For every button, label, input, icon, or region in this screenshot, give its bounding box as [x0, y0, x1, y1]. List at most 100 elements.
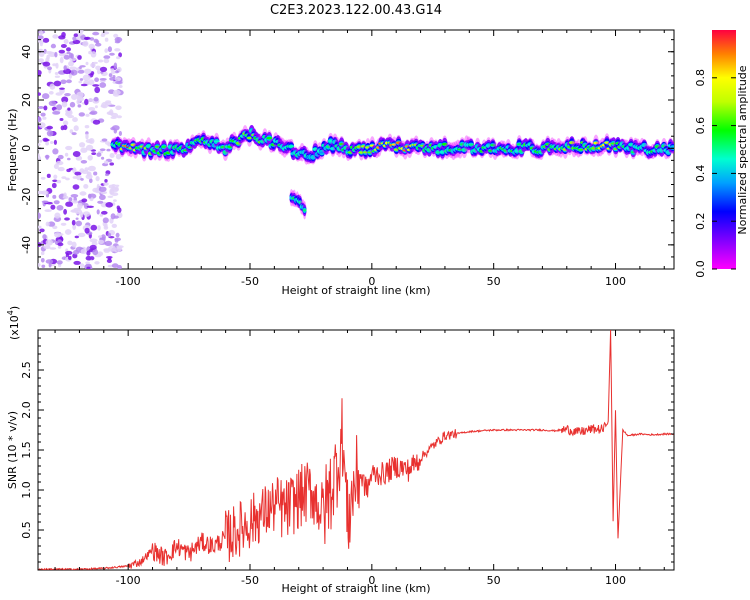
- noise-blob: [84, 227, 90, 234]
- noise-blob: [77, 104, 82, 108]
- noise-blob: [61, 31, 66, 38]
- spectrogram-panel: -100 -50 0 50 100 -40 -20 0 20 40 Height of stra…: [6, 29, 675, 297]
- noise-blob: [38, 50, 45, 58]
- noise-blob: [93, 96, 99, 102]
- noise-blob: [45, 141, 49, 146]
- noise-blob: [84, 98, 89, 106]
- noise-blob: [57, 154, 64, 160]
- y-tick-label: 2.0: [20, 401, 33, 419]
- noise-blob: [113, 62, 118, 69]
- noise-blob: [111, 223, 118, 228]
- noise-blob: [114, 70, 119, 74]
- snr-x-axis-label: Height of straight line (km): [281, 582, 430, 595]
- colorbar: 0.0 0.2 0.4 0.6 0.8 Normalized spectral ampl…: [694, 30, 749, 278]
- noise-blob: [115, 105, 122, 111]
- noise-blob: [99, 82, 107, 88]
- colorbar-tick-label: 0.4: [694, 165, 707, 183]
- noise-blob: [67, 240, 73, 246]
- colorbar-label: Normalized spectral amplitude: [736, 65, 749, 234]
- ridge-segment: [338, 143, 345, 145]
- noise-blob: [92, 249, 99, 256]
- ridge-segment: [246, 136, 253, 140]
- ridge-segment: [145, 144, 152, 148]
- noise-blob: [67, 107, 71, 111]
- noise-blob: [89, 238, 98, 243]
- colorbar-tick-label: 0.8: [694, 69, 707, 87]
- ridge-segment: [362, 151, 369, 154]
- noise-blob: [38, 70, 42, 76]
- noise-blob: [109, 188, 113, 195]
- ridge-segment: [490, 144, 496, 147]
- noise-blob: [78, 80, 83, 84]
- noise-blob: [104, 222, 108, 229]
- noise-blob: [56, 179, 62, 184]
- noise-blob: [52, 194, 57, 199]
- noise-blob: [38, 122, 46, 128]
- noise-blob: [72, 184, 80, 190]
- noise-blob: [115, 81, 123, 85]
- snr-panel: -100 -50 0 50 100 0.5 1.0 1.5 2.0 2.5 Height of …: [6, 306, 675, 595]
- noise-blob: [49, 247, 57, 250]
- snr-scale-exponent: 4: [6, 310, 15, 315]
- ridge-segment: [435, 151, 441, 154]
- noise-blob: [100, 33, 106, 37]
- noise-blob: [71, 200, 79, 204]
- noise-blob: [40, 258, 45, 263]
- noise-blob: [97, 251, 104, 257]
- noise-blob: [38, 92, 41, 96]
- noise-blob: [100, 104, 107, 108]
- colorbar-tick-label: 0.6: [694, 117, 707, 135]
- noise-blob: [98, 186, 107, 192]
- noise-blob: [45, 259, 54, 264]
- noise-blob: [63, 54, 70, 60]
- noise-blob: [111, 263, 119, 268]
- noise-blob: [60, 44, 67, 48]
- noise-blob: [43, 105, 48, 111]
- noise-blob: [86, 266, 91, 269]
- noise-blob: [84, 167, 89, 172]
- ridge-segment: [441, 142, 448, 146]
- noise-blob: [69, 69, 78, 76]
- noise-blob: [71, 209, 77, 213]
- noise-blob: [89, 244, 97, 250]
- noise-blob: [46, 130, 54, 137]
- ridge-segment: [641, 144, 648, 147]
- noise-blob: [42, 234, 47, 240]
- noise-blob: [89, 178, 93, 184]
- noise-blob: [104, 160, 109, 164]
- noise-blob: [114, 184, 120, 187]
- noise-blob: [39, 41, 44, 44]
- spectrogram-y-axis-label: Frequency (Hz): [6, 109, 19, 192]
- noise-blob: [40, 112, 46, 117]
- noise-blob: [54, 75, 61, 78]
- noise-blob: [66, 79, 72, 84]
- noise-blob: [77, 55, 82, 60]
- noise-blob: [76, 67, 80, 72]
- noise-blob: [74, 235, 80, 239]
- noise-blob: [38, 106, 44, 109]
- noise-blob: [65, 201, 73, 207]
- noise-blob: [66, 109, 73, 116]
- noise-blob: [116, 205, 121, 210]
- noise-blob: [73, 33, 79, 38]
- y-tick-label: -20: [20, 188, 33, 206]
- noise-blob: [72, 39, 81, 45]
- noise-blob: [50, 43, 57, 49]
- noise-blob: [88, 50, 92, 55]
- noise-blob: [66, 47, 71, 52]
- y-tick-label: 1.5: [20, 441, 33, 459]
- noise-blob: [71, 241, 77, 248]
- noise-blob: [68, 255, 72, 260]
- noise-blob: [52, 148, 59, 155]
- noise-blob: [72, 151, 81, 157]
- noise-blob: [59, 56, 64, 64]
- noise-blob: [75, 155, 83, 161]
- noise-blob: [101, 138, 108, 142]
- ridge-segment: [356, 145, 363, 149]
- noise-blob: [65, 145, 73, 151]
- noise-blob: [106, 259, 112, 263]
- ridge-segment: [367, 151, 373, 154]
- noise-blob: [45, 51, 53, 54]
- ridge-segment: [154, 145, 161, 148]
- noise-blob: [107, 142, 112, 147]
